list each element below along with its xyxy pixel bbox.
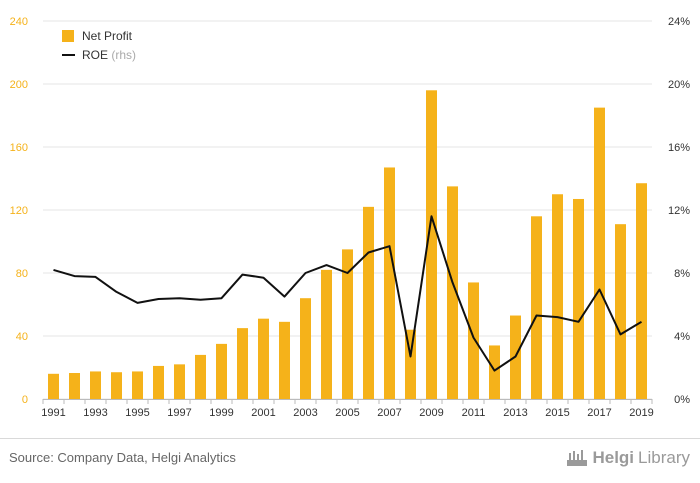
legend-swatch-net-profit: [62, 30, 74, 42]
brand-name-secondary: Library: [638, 448, 690, 467]
net-profit-bar: [48, 373, 59, 399]
net-profit-bar: [594, 107, 605, 399]
net-profit-bar: [216, 343, 227, 399]
x-tick-label: 1993: [83, 407, 107, 419]
x-tick-label: 2015: [545, 407, 569, 419]
x-tick-label: 2003: [293, 407, 317, 419]
net-profit-bar: [447, 186, 458, 399]
net-profit-bar: [531, 216, 542, 399]
chart: 0 0% 40 4% 80 8% 120 12% 160 16% 200 20% 240 24% 1991 1…: [10, 16, 691, 419]
net-profit-bar: [90, 371, 101, 399]
y-left-tick-label: 160: [10, 142, 28, 154]
y-right-tick-label: 8%: [674, 268, 690, 280]
x-tick-label: 1999: [209, 407, 233, 419]
y-right-tick-label: 0%: [674, 394, 690, 406]
net-profit-bar: [426, 90, 437, 400]
net-profit-bar: [132, 371, 143, 399]
net-profit-bar: [615, 224, 626, 399]
net-profit-bar: [258, 318, 269, 399]
x-tick-label: 2017: [587, 407, 611, 419]
net-profit-bar: [195, 354, 206, 399]
brand-name-primary: Helgi: [592, 448, 635, 467]
y-right-tick-label: 12%: [668, 205, 690, 217]
x-tick-label: 2011: [462, 407, 486, 419]
net-profit-bar: [321, 269, 332, 399]
roe-line-series: [53, 215, 643, 372]
roe-line: [53, 215, 643, 372]
helgi-library-logo-icon: [567, 450, 588, 466]
y-left-tick-label: 240: [10, 16, 28, 28]
y-left-tick-label: 200: [10, 79, 28, 91]
legend-label-roe-suffix: (rhs): [111, 48, 136, 62]
y-left-tick-label: 120: [10, 205, 28, 217]
y-right-tick-label: 16%: [668, 142, 690, 154]
x-tick-label: 1995: [125, 407, 149, 419]
x-tick-label: 2019: [629, 407, 653, 419]
x-tick-label: 1991: [41, 407, 65, 419]
y-left-tick-label: 40: [16, 331, 28, 343]
net-profit-bar: [342, 249, 353, 399]
net-profit-bar: [552, 194, 563, 399]
y-right-tick-label: 24%: [668, 16, 690, 28]
net-profit-bar: [300, 298, 311, 399]
y-right-tick-label: 20%: [668, 79, 690, 91]
y-left-tick-label: 80: [16, 268, 28, 280]
x-tick-label: 2005: [335, 407, 359, 419]
net-profit-bar: [69, 373, 80, 399]
net-profit-bar: [174, 364, 185, 399]
net-profit-bar: [468, 282, 479, 399]
net-profit-bar: [363, 206, 374, 399]
net-profit-bar: [573, 198, 584, 399]
net-profit-bar: [237, 328, 248, 399]
brand-logo: Helgi Library: [566, 448, 690, 468]
legend-label-roe: ROE (rhs): [82, 48, 136, 62]
net-profit-bar: [384, 167, 395, 399]
x-tick-label: 2007: [377, 407, 401, 419]
x-tick-label: 1997: [167, 407, 191, 419]
net-profit-bar: [279, 321, 290, 399]
legend-label-net-profit: Net Profit: [82, 29, 133, 43]
net-profit-bar: [636, 183, 647, 399]
axes: 0 0% 40 4% 80 8% 120 12% 160 16% 200 20% 240 24% 1991 1…: [10, 16, 691, 419]
footer-divider: [0, 438, 700, 439]
net-profit-bar: [405, 329, 416, 399]
net-profit-bar: [153, 365, 164, 399]
y-right-tick-label: 4%: [674, 331, 690, 343]
y-left-tick-label: 0: [22, 394, 28, 406]
legend: Net Profit ROE (rhs): [62, 29, 136, 62]
net-profit-bar: [489, 345, 500, 399]
x-tick-label: 2001: [251, 407, 275, 419]
x-tick-label: 2013: [503, 407, 527, 419]
x-tick-label: 2009: [419, 407, 443, 419]
net-profit-bar: [111, 372, 122, 399]
source-note: Source: Company Data, Helgi Analytics: [9, 450, 236, 465]
net-profit-bars: [48, 90, 647, 400]
